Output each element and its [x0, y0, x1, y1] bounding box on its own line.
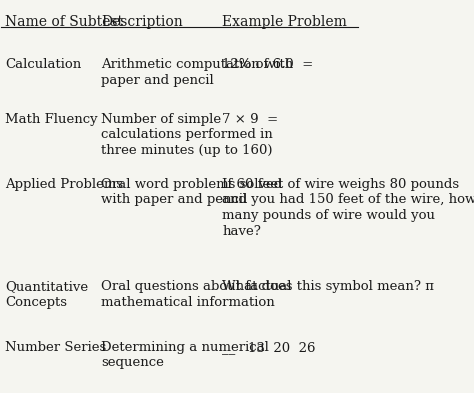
Text: Calculation: Calculation — [5, 58, 81, 71]
Text: Applied Problems: Applied Problems — [5, 178, 123, 191]
Text: mathematical information: mathematical information — [101, 296, 275, 309]
Text: 12% of 6.0  =: 12% of 6.0 = — [222, 58, 314, 71]
Text: with paper and pencil: with paper and pencil — [101, 193, 247, 206]
Text: many pounds of wire would you: many pounds of wire would you — [222, 209, 436, 222]
Text: If 60 feet of wire weighs 80 pounds: If 60 feet of wire weighs 80 pounds — [222, 178, 459, 191]
Text: three minutes (up to 160): three minutes (up to 160) — [101, 144, 273, 157]
Text: Concepts: Concepts — [5, 296, 67, 309]
Text: What does this symbol mean? π: What does this symbol mean? π — [222, 280, 434, 294]
Text: have?: have? — [222, 224, 261, 238]
Text: Description: Description — [101, 15, 183, 29]
Text: Arithmetic computation with: Arithmetic computation with — [101, 58, 293, 71]
Text: Number of simple: Number of simple — [101, 113, 221, 126]
Text: Math Fluency: Math Fluency — [5, 113, 98, 126]
Text: 7 × 9  =: 7 × 9 = — [222, 113, 279, 126]
Text: Name of Subtest: Name of Subtest — [5, 15, 123, 29]
Text: and you had 150 feet of the wire, how: and you had 150 feet of the wire, how — [222, 193, 474, 206]
Text: Quantitative: Quantitative — [5, 280, 88, 294]
Text: Determining a numerical: Determining a numerical — [101, 341, 269, 354]
Text: paper and pencil: paper and pencil — [101, 73, 214, 86]
Text: Oral word problems solved: Oral word problems solved — [101, 178, 283, 191]
Text: Oral questions about factual: Oral questions about factual — [101, 280, 292, 294]
Text: Number Series: Number Series — [5, 341, 106, 354]
Text: calculations performed in: calculations performed in — [101, 128, 273, 141]
Text: __   13  20  26: __ 13 20 26 — [222, 341, 316, 354]
Text: Example Problem: Example Problem — [222, 15, 347, 29]
Text: sequence: sequence — [101, 356, 164, 369]
